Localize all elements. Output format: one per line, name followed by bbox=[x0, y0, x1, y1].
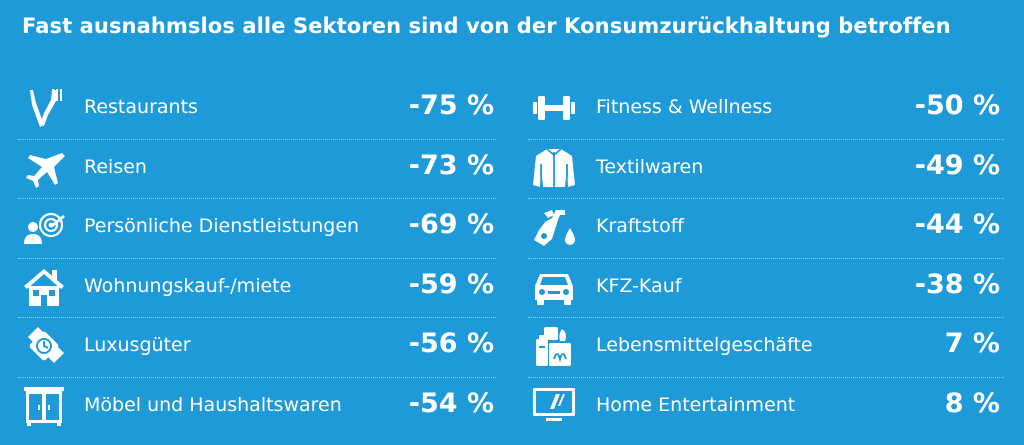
airplane-icon bbox=[22, 147, 66, 189]
left-column: Restaurants -75 % Reisen -73 % bbox=[18, 80, 496, 437]
table-row: Reisen -73 % bbox=[18, 140, 496, 200]
right-column: Fitness & Wellness -50 % Textilwaren -49… bbox=[528, 80, 1004, 437]
value-label: -54 % bbox=[408, 387, 494, 419]
value-label: -50 % bbox=[914, 90, 1000, 121]
value-label: -75 % bbox=[408, 90, 494, 121]
category-label: Home Entertainment bbox=[596, 393, 796, 416]
category-label: Persönliche Dienstleistungen bbox=[84, 215, 360, 238]
table-row: Fitness & Wellness -50 % bbox=[528, 80, 1004, 140]
value-label: 7 % bbox=[944, 328, 1000, 360]
dumbbell-icon bbox=[532, 87, 576, 129]
tv-icon bbox=[532, 385, 576, 427]
category-label: Textilwaren bbox=[596, 155, 704, 178]
category-label: Wohnungskauf-/miete bbox=[84, 274, 292, 297]
table-row: Restaurants -75 % bbox=[18, 80, 496, 140]
category-label: Luxusgüter bbox=[84, 334, 191, 357]
category-label: Kraftstoff bbox=[596, 215, 684, 238]
value-label: -59 % bbox=[408, 268, 494, 300]
value-label: -73 % bbox=[408, 149, 494, 181]
category-label: Restaurants bbox=[84, 96, 198, 118]
category-label: KFZ-Kauf bbox=[596, 274, 682, 297]
table-row: Lebensmittelgeschäfte 7 % bbox=[528, 318, 1004, 378]
category-label: Reisen bbox=[84, 155, 147, 178]
value-label: -56 % bbox=[408, 328, 494, 360]
value-label: -38 % bbox=[914, 268, 1000, 300]
category-label: Lebensmittelgeschäfte bbox=[596, 334, 813, 357]
value-label: -49 % bbox=[914, 149, 1000, 181]
value-label: -69 % bbox=[408, 209, 494, 241]
table-row: Möbel und Haushaltswaren -54 % bbox=[18, 378, 496, 437]
car-icon bbox=[532, 266, 576, 308]
table-row: Kraftstoff -44 % bbox=[528, 199, 1004, 259]
category-label: Möbel und Haushaltswaren bbox=[84, 393, 342, 416]
table-row: KFZ-Kauf -38 % bbox=[528, 259, 1004, 319]
table-row: Luxusgüter -56 % bbox=[18, 318, 496, 378]
groceries-icon bbox=[532, 325, 576, 367]
person-target-icon bbox=[22, 206, 66, 248]
table-row: Textilwaren -49 % bbox=[528, 140, 1004, 200]
table-row: Wohnungskauf-/miete -59 % bbox=[18, 259, 496, 319]
jacket-icon bbox=[532, 147, 576, 189]
table-row: Persönliche Dienstleistungen -69 % bbox=[18, 199, 496, 259]
watch-icon bbox=[22, 325, 66, 367]
cabinet-icon bbox=[22, 385, 66, 427]
house-icon bbox=[22, 266, 66, 308]
value-label: 8 % bbox=[944, 387, 1000, 419]
cutlery-icon bbox=[22, 87, 66, 129]
value-label: -44 % bbox=[914, 209, 1000, 241]
fuel-nozzle-icon bbox=[532, 206, 576, 248]
table-row: Home Entertainment 8 % bbox=[528, 378, 1004, 437]
category-label: Fitness & Wellness bbox=[596, 96, 773, 118]
page-title: Fast ausnahmslos alle Sektoren sind von … bbox=[22, 14, 951, 38]
